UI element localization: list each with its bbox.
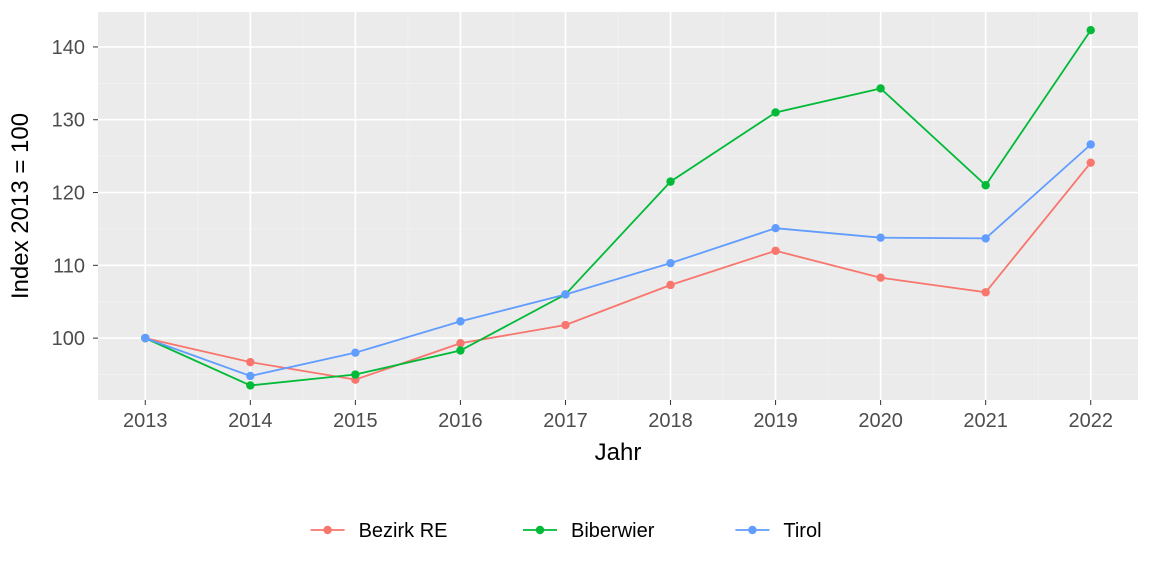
data-point (1087, 26, 1095, 34)
y-tick-label: 100 (52, 328, 85, 350)
data-point (666, 259, 674, 267)
data-point (876, 233, 884, 241)
data-point (876, 274, 884, 282)
x-tick-label: 2016 (438, 410, 483, 432)
x-tick-label: 2014 (228, 410, 273, 432)
legend-label: Biberwier (571, 520, 655, 542)
data-point (1087, 158, 1095, 166)
data-point (666, 281, 674, 289)
data-point (666, 177, 674, 185)
x-tick-label: 2019 (753, 410, 798, 432)
data-point (141, 334, 149, 342)
data-point (981, 234, 989, 242)
legend-label: Tirol (783, 520, 821, 542)
y-tick-label: 130 (52, 110, 85, 132)
data-point (456, 317, 464, 325)
data-point (771, 247, 779, 255)
y-tick-label: 140 (52, 37, 85, 59)
x-axis-title: Jahr (595, 439, 642, 466)
data-point (351, 370, 359, 378)
legend-key-point (748, 526, 756, 534)
y-tick-label: 120 (52, 183, 85, 205)
x-tick-label: 2015 (333, 410, 378, 432)
data-point (246, 358, 254, 366)
x-tick-label: 2020 (858, 410, 903, 432)
x-tick-label: 2018 (648, 410, 693, 432)
data-point (561, 290, 569, 298)
data-point (246, 372, 254, 380)
data-point (351, 348, 359, 356)
data-point (456, 346, 464, 354)
x-tick-label: 2017 (543, 410, 588, 432)
legend-key-point (323, 526, 331, 534)
legend-key-point (536, 526, 544, 534)
chart-container: 2013 2014 2015 2016 2017 2018 2019 2020 2021 2022… (0, 0, 1152, 576)
y-axis-title: Index 2013 = 100 (7, 113, 34, 299)
data-point (456, 339, 464, 347)
y-tick-label: 110 (53, 255, 85, 277)
x-tick-label: 2021 (963, 410, 1008, 432)
data-point (771, 108, 779, 116)
line-chart: 2013 2014 2015 2016 2017 2018 2019 2020 2021 2022… (0, 0, 1152, 576)
data-point (876, 84, 884, 92)
x-tick-label: 2022 (1068, 410, 1113, 432)
legend-label: Bezirk RE (359, 520, 448, 542)
data-point (1087, 140, 1095, 148)
data-point (981, 181, 989, 189)
x-tick-label: 2013 (123, 410, 168, 432)
data-point (561, 321, 569, 329)
data-point (981, 288, 989, 296)
data-point (246, 381, 254, 389)
data-point (771, 224, 779, 232)
